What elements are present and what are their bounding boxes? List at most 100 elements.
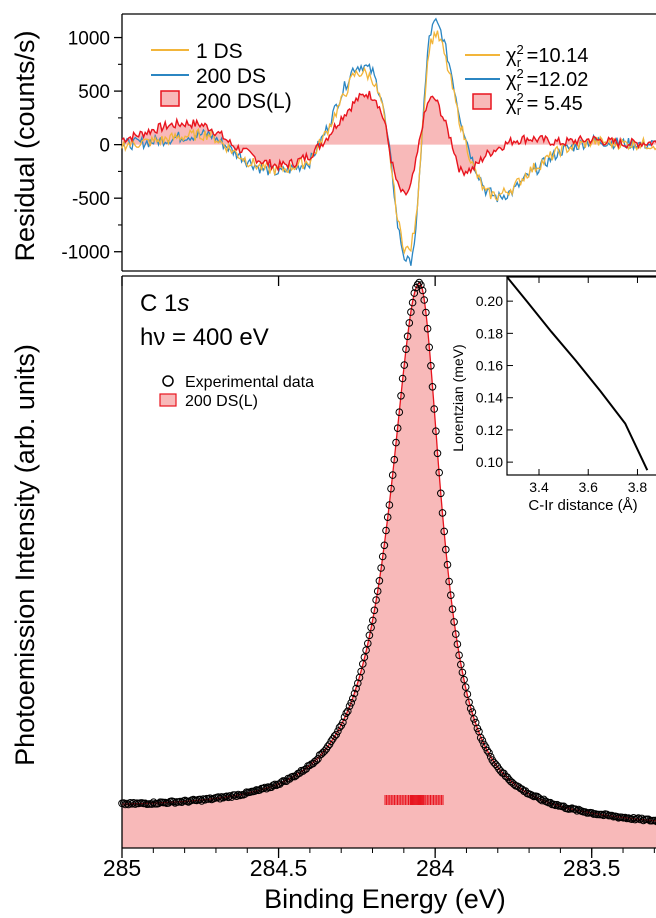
experimental-point	[603, 810, 611, 819]
residual-legend-right: χ2 r =10.14 χ2 r =12.02 χ2 r = 5.45	[465, 42, 588, 118]
experimental-point	[528, 791, 537, 800]
experimental-point	[335, 723, 344, 732]
experimental-point	[347, 699, 356, 707]
experimental-point	[651, 816, 656, 825]
experimental-point	[538, 796, 546, 805]
residual-plot-area	[121, 13, 656, 272]
experimental-point	[483, 746, 492, 755]
experimental-point	[383, 513, 392, 522]
chi-subscript: r	[517, 79, 522, 94]
experimental-point	[387, 484, 395, 493]
chi-symbol: χ	[506, 69, 517, 91]
residual-y-ticks: 1000 500 0 -500 -1000	[61, 29, 122, 264]
chi-value: = 5.45	[521, 93, 583, 115]
fit-200dsl-fill	[122, 283, 656, 848]
experimental-point	[365, 631, 374, 640]
experimental-point	[433, 449, 442, 458]
peak-label: C 1s	[140, 290, 189, 317]
peak-label-core: C 1	[140, 290, 177, 317]
chi-superscript: 2	[517, 42, 524, 57]
legend-chi-1ds: χ2 r =10.14	[506, 42, 588, 70]
experimental-point	[362, 646, 370, 655]
experimental-point	[277, 778, 286, 787]
experimental-point	[437, 489, 445, 498]
main-x-tick-label: 285	[103, 855, 141, 881]
experimental-point	[360, 653, 369, 662]
chi-symbol: χ	[506, 93, 517, 115]
series-200dsl-line	[121, 90, 656, 197]
experimental-point	[461, 683, 470, 691]
legend-swatch-200dsl	[160, 90, 180, 107]
experimental-point	[405, 319, 414, 327]
legend-chi-200dsl: χ2 r = 5.45	[506, 90, 583, 118]
chi-value: =10.14	[521, 45, 588, 67]
inset-y-tick-label: 0.18	[476, 325, 503, 341]
experimental-point	[350, 689, 359, 698]
main-xlabel: Binding Energy (eV)	[264, 884, 506, 914]
chi-superscript: 2	[517, 90, 524, 105]
residual-y-tick-label: 0	[99, 136, 110, 157]
experimental-point	[393, 424, 402, 433]
experimental-point	[427, 362, 435, 370]
inset-panel: 0.20 0.18 0.16 0.14 0.12 0.10 3.4 3.6 3.8 Lorent…	[450, 276, 656, 514]
residual-y-tick-label: -1000	[61, 243, 110, 264]
experimental-point	[402, 345, 410, 354]
experimental-point	[410, 289, 419, 297]
inset-curve	[506, 276, 649, 471]
experimental-point	[413, 280, 422, 289]
experimental-point	[448, 605, 457, 614]
experimental-point	[224, 793, 233, 802]
main-ylabel: Photoemission Intensity (arb. units)	[10, 344, 40, 766]
legend-label-main-200dsl: 200 DS(L)	[185, 393, 258, 410]
experimental-point	[463, 690, 472, 699]
experimental-point	[349, 694, 357, 703]
experimental-point	[432, 427, 440, 436]
main-x-ticks: 285 284.5 284 283.5	[103, 276, 655, 881]
experimental-point	[372, 596, 380, 604]
inset-background	[506, 276, 656, 476]
experimental-point	[382, 526, 390, 535]
residual-y-tick-label: 500	[78, 82, 110, 103]
experimental-point	[466, 704, 475, 713]
experimental-point	[367, 623, 375, 632]
experimental-point	[435, 468, 444, 477]
experimental-point	[380, 541, 389, 550]
experimental-point	[453, 640, 462, 649]
experimental-point	[608, 811, 616, 820]
main-x-tick-label: 283.5	[563, 855, 621, 881]
legend-chi-200ds: χ2 r =12.02	[506, 66, 588, 94]
inset-y-tick-label: 0.16	[476, 358, 503, 374]
chi-symbol: χ	[506, 45, 517, 67]
main-x-tick-label: 284	[416, 855, 455, 881]
experimental-point	[408, 298, 417, 307]
experimental-point	[400, 361, 409, 369]
experimental-point	[485, 749, 493, 757]
residual-ylabel: Residual (counts/s)	[10, 30, 40, 261]
experimental-point	[452, 630, 460, 638]
experimental-point	[478, 736, 487, 745]
experimental-point	[443, 560, 452, 569]
experimental-point	[327, 737, 336, 746]
experimental-point	[470, 715, 478, 723]
inset-ylabel: Lorentzian (meV)	[450, 344, 466, 451]
legend-swatch-main-200dsl	[159, 393, 177, 407]
experimental-point	[450, 618, 458, 626]
legend-marker-experimental	[162, 375, 174, 387]
experimental-point	[354, 679, 362, 688]
legend-swatch-chi-200dsl	[472, 93, 492, 110]
experimental-point	[458, 668, 467, 677]
experimental-point	[652, 817, 656, 826]
experimental-point	[388, 471, 397, 479]
experimental-point	[197, 797, 206, 805]
inset-y-tick-label: 0.14	[476, 390, 503, 406]
peak-label-orbital: s	[177, 290, 189, 317]
experimental-point	[251, 787, 259, 795]
experimental-point	[536, 795, 545, 804]
experimental-point	[352, 684, 360, 693]
experimental-point	[571, 805, 580, 814]
main-panel: Photoemission Intensity (arb. units) 285…	[10, 275, 656, 914]
experimental-point	[373, 587, 382, 596]
residual-y-tick-label: -500	[72, 189, 110, 210]
experimental-point	[339, 718, 347, 727]
